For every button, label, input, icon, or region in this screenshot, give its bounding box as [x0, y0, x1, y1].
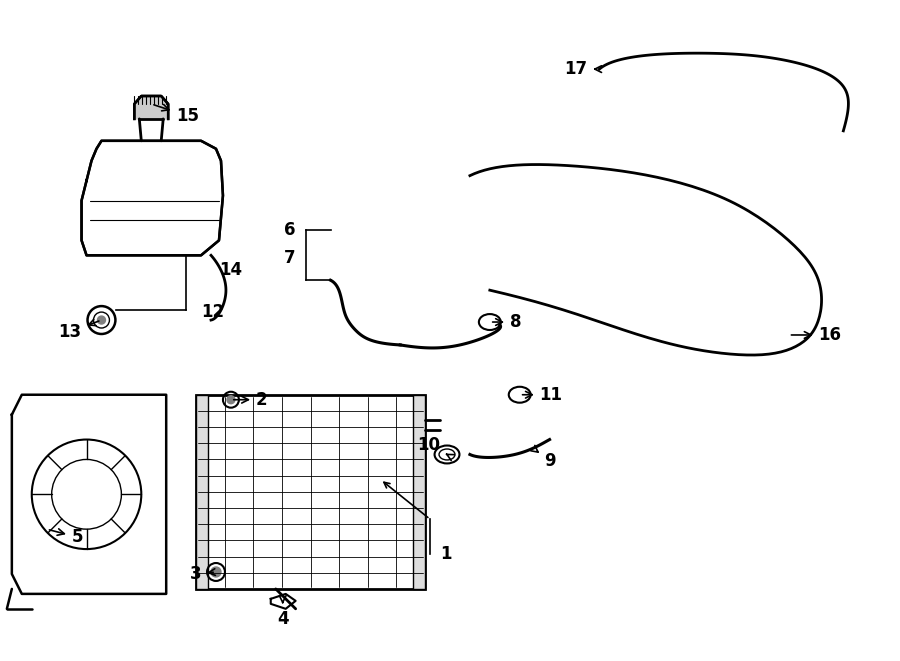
Text: 5: 5	[50, 528, 83, 546]
Text: 16: 16	[791, 326, 842, 344]
Bar	[196, 395, 208, 589]
Polygon shape	[134, 96, 168, 119]
Text: 4: 4	[277, 596, 289, 628]
Text: 9: 9	[531, 446, 556, 471]
Text: 14: 14	[219, 261, 242, 279]
Text: 7: 7	[284, 249, 296, 267]
Text: 13: 13	[58, 319, 99, 341]
Text: 6: 6	[284, 221, 296, 239]
Text: 2: 2	[234, 391, 267, 408]
Bar	[196, 395, 425, 589]
Bar	[413, 395, 425, 589]
Text: 12: 12	[201, 303, 224, 321]
Circle shape	[211, 567, 221, 577]
Text: 10: 10	[417, 436, 454, 461]
Text: 11: 11	[523, 386, 562, 404]
Text: 3: 3	[189, 565, 215, 583]
Text: 15: 15	[154, 104, 199, 125]
Circle shape	[97, 316, 105, 324]
Text: 1: 1	[440, 545, 452, 563]
Polygon shape	[82, 141, 223, 255]
Text: 17: 17	[564, 60, 601, 78]
Text: 8: 8	[492, 313, 521, 331]
Circle shape	[227, 396, 235, 404]
